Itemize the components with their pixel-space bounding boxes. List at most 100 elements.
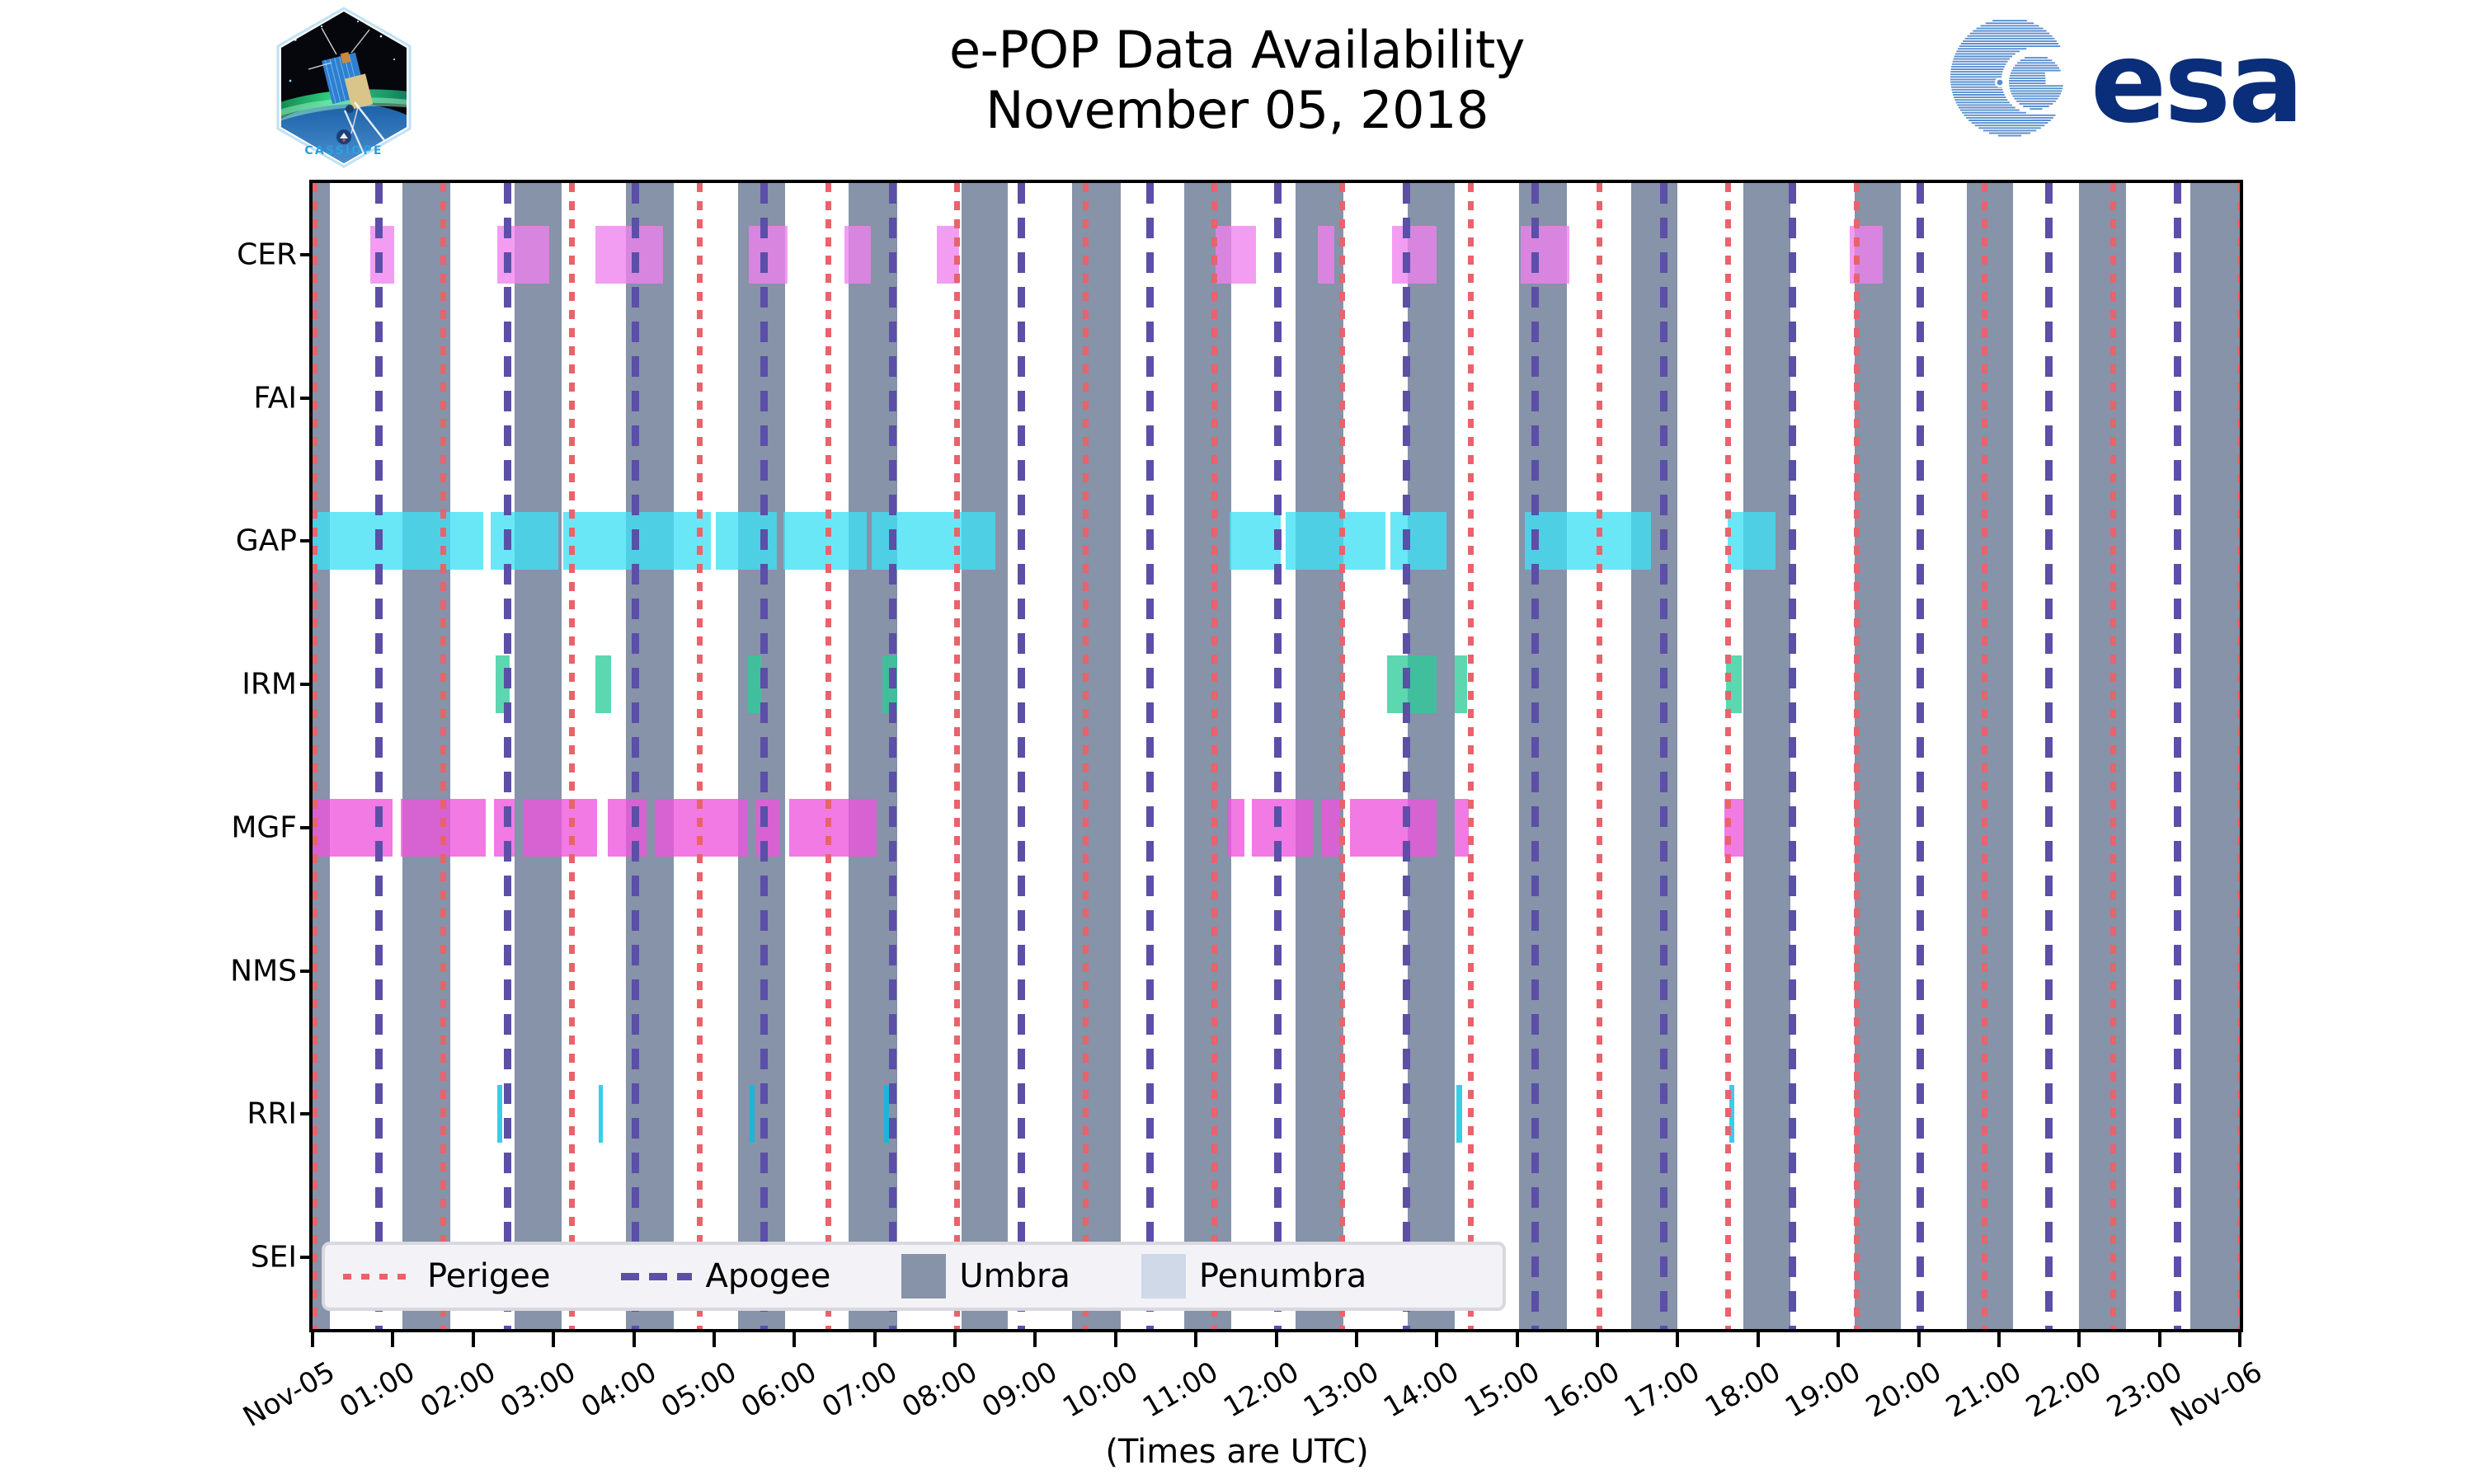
data-bar-cer — [1216, 225, 1257, 284]
svg-text:CASSIOPE: CASSIOPE — [304, 144, 383, 157]
x-tick-mark — [1194, 1332, 1198, 1347]
x-tick-label-1900: 19:00 — [1780, 1355, 1867, 1425]
perigee-line — [1596, 183, 1602, 1329]
y-tick-mark — [300, 969, 313, 973]
x-tick-label-nov-05: Nov-05 — [238, 1355, 341, 1435]
plot-inner — [313, 183, 2240, 1329]
data-bar-cer — [1521, 225, 1569, 284]
data-bar-gap — [1390, 512, 1446, 571]
x-tick-mark — [872, 1332, 877, 1347]
x-tick-mark — [1033, 1332, 1037, 1347]
perigee-line — [1982, 183, 1988, 1329]
perigee-line — [1853, 183, 1860, 1329]
plot-area — [309, 180, 2243, 1332]
data-bar-rri — [1729, 1085, 1734, 1144]
x-tick-label-0800: 08:00 — [896, 1355, 983, 1425]
y-tick-mark — [300, 252, 313, 256]
apogee-line — [1017, 183, 1025, 1329]
cassiope-logo-icon: CASSIOPE — [276, 7, 412, 168]
umbra-band — [1408, 183, 1455, 1329]
y-tick-label-gap: GAP — [235, 524, 297, 558]
x-tick-mark — [632, 1332, 636, 1347]
data-bar-gap — [783, 512, 867, 571]
data-bar-mgf — [1252, 798, 1314, 857]
x-tick-label-0600: 06:00 — [736, 1355, 823, 1425]
apogee-line — [632, 183, 640, 1329]
umbra-band — [961, 183, 1009, 1329]
x-tick-mark — [2238, 1332, 2241, 1347]
x-tick-mark — [2157, 1332, 2161, 1347]
title-line-2: November 05, 2018 — [985, 80, 1489, 141]
x-tick-label-0200: 02:00 — [414, 1355, 501, 1425]
x-tick-mark — [1837, 1332, 1841, 1347]
x-tick-mark — [1113, 1332, 1117, 1347]
x-tick-mark — [953, 1332, 957, 1347]
x-tick-label-2300: 23:00 — [2100, 1355, 2188, 1425]
perigee-swatch-icon — [343, 1273, 414, 1280]
data-bar-mgf — [1228, 798, 1244, 857]
legend-item-apogee: Apogee — [621, 1257, 830, 1295]
umbra-band — [2079, 183, 2126, 1329]
x-tick-mark — [793, 1332, 797, 1347]
x-tick-label-1100: 11:00 — [1137, 1355, 1225, 1425]
data-bar-mgf — [1454, 798, 1470, 857]
x-tick-label-2000: 20:00 — [1860, 1355, 1947, 1425]
x-tick-mark — [1596, 1332, 1599, 1347]
data-bar-irm — [1454, 655, 1468, 714]
x-tick-label-1000: 10:00 — [1056, 1355, 1144, 1425]
data-bar-mgf — [523, 798, 597, 857]
data-bar-gap — [1525, 512, 1652, 571]
penumbra-swatch-icon — [1141, 1254, 1186, 1298]
x-tick-label-1800: 18:00 — [1699, 1355, 1786, 1425]
perigee-line — [1211, 183, 1217, 1329]
apogee-line — [374, 183, 383, 1329]
apogee-line — [1917, 183, 1925, 1329]
data-bar-gap — [491, 512, 558, 571]
esa-logo-icon: esa — [1950, 18, 2304, 148]
data-bar-irm — [1386, 655, 1437, 714]
x-tick-mark — [1435, 1332, 1439, 1347]
x-tick-mark — [1354, 1332, 1358, 1347]
data-bar-cer — [1318, 225, 1334, 284]
perigee-line — [568, 183, 575, 1329]
perigee-line — [1339, 183, 1346, 1329]
apogee-line — [889, 183, 897, 1329]
umbra-band — [1072, 183, 1121, 1329]
x-tick-label-0400: 04:00 — [575, 1355, 662, 1425]
umbra-band — [1743, 183, 1790, 1329]
data-bar-gap — [313, 512, 484, 571]
data-bar-cer — [595, 225, 663, 284]
data-bar-rri — [1456, 1085, 1463, 1144]
x-tick-mark — [1917, 1332, 1921, 1347]
umbra-band — [2189, 183, 2240, 1329]
x-tick-mark — [391, 1332, 395, 1347]
x-tick-label-1600: 16:00 — [1539, 1355, 1625, 1425]
perigee-line — [697, 183, 703, 1329]
x-tick-label-1200: 12:00 — [1217, 1355, 1305, 1425]
perigee-line — [1468, 183, 1475, 1329]
data-bar-mgf — [608, 798, 647, 857]
data-bar-cer — [1391, 225, 1437, 284]
y-tick-mark — [300, 396, 313, 400]
data-bar-rri — [884, 1085, 890, 1144]
y-tick-mark — [300, 825, 313, 829]
svg-text:esa: esa — [2091, 18, 2302, 148]
apogee-line — [1403, 183, 1411, 1329]
x-tick-mark — [552, 1332, 556, 1347]
data-bar-gap — [1727, 512, 1776, 571]
y-tick-label-irm: IRM — [242, 667, 297, 702]
y-tick-label-nms: NMS — [230, 954, 297, 989]
x-tick-label-1400: 14:00 — [1378, 1355, 1465, 1425]
x-tick-label-0900: 09:00 — [976, 1355, 1064, 1425]
data-bar-cer — [844, 225, 871, 284]
umbra-band — [1518, 183, 1567, 1329]
data-bar-cer — [748, 225, 788, 284]
perigee-line — [440, 183, 446, 1329]
title-line-1: e-POP Data Availability — [949, 20, 1526, 80]
apogee-line — [1531, 183, 1540, 1329]
data-bar-mgf — [789, 798, 877, 857]
legend-label: Penumbra — [1198, 1257, 1367, 1295]
data-bar-irm — [595, 655, 612, 714]
apogee-line — [760, 183, 769, 1329]
umbra-band — [515, 183, 562, 1329]
